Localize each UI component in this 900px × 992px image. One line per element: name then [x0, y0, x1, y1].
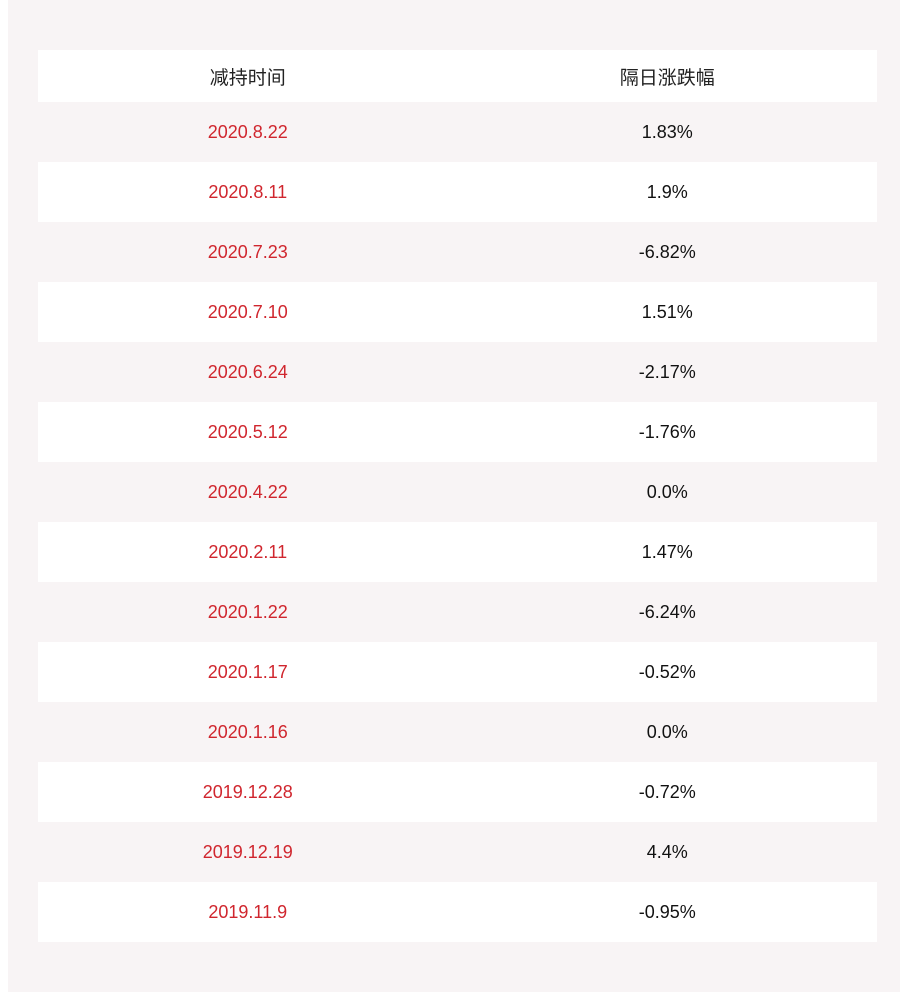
date-cell: 2020.8.11	[208, 181, 288, 202]
change-cell: 0.0%	[646, 481, 688, 502]
change-cell: -0.95%	[638, 901, 696, 922]
table-row: 2019.12.19 4.4%	[38, 822, 877, 882]
header-next-day-change: 隔日涨跌幅	[619, 66, 715, 89]
date-cell: 2019.11.9	[208, 901, 288, 922]
change-cell: 1.47%	[641, 541, 693, 562]
date-cell: 2019.12.28	[202, 781, 293, 802]
table-row: 2020.1.16 0.0%	[38, 702, 877, 762]
table-row: 2020.8.22 1.83%	[38, 102, 877, 162]
content-panel: 减持时间 隔日涨跌幅 2020.8.22 1.83% 2020.8.11 1.9…	[8, 0, 900, 992]
table-row: 2020.6.24 -2.17%	[38, 342, 877, 402]
change-cell: 1.51%	[641, 301, 693, 322]
table-row: 2020.7.10 1.51%	[38, 282, 877, 342]
table-row: 2020.1.22 -6.24%	[38, 582, 877, 642]
reduction-table: 减持时间 隔日涨跌幅 2020.8.22 1.83% 2020.8.11 1.9…	[38, 50, 877, 942]
date-cell: 2020.2.11	[208, 541, 288, 562]
date-cell: 2020.1.22	[207, 601, 288, 622]
table-row: 2020.5.12 -1.76%	[38, 402, 877, 462]
change-cell: 1.83%	[641, 121, 693, 142]
header-reduction-time: 减持时间	[209, 66, 286, 89]
date-cell: 2020.1.16	[207, 721, 288, 742]
table-row: 2019.12.28 -0.72%	[38, 762, 877, 822]
date-cell: 2020.7.10	[207, 301, 288, 322]
date-cell: 2020.7.23	[207, 241, 288, 262]
date-cell: 2020.8.22	[207, 121, 288, 142]
table-header-row: 减持时间 隔日涨跌幅	[38, 50, 877, 102]
change-cell: -2.17%	[638, 361, 696, 382]
table-row: 2020.2.11 1.47%	[38, 522, 877, 582]
change-cell: 4.4%	[646, 841, 688, 862]
date-cell: 2019.12.19	[202, 841, 293, 862]
date-cell: 2020.4.22	[207, 481, 288, 502]
date-cell: 2020.6.24	[207, 361, 288, 382]
change-cell: -1.76%	[638, 421, 696, 442]
change-cell: 0.0%	[646, 721, 688, 742]
table-row: 2020.8.11 1.9%	[38, 162, 877, 222]
table-row: 2020.4.22 0.0%	[38, 462, 877, 522]
date-cell: 2020.5.12	[207, 421, 288, 442]
change-cell: -6.82%	[638, 241, 696, 262]
date-cell: 2020.1.17	[207, 661, 288, 682]
table-row: 2020.7.23 -6.82%	[38, 222, 877, 282]
table-row: 2019.11.9 -0.95%	[38, 882, 877, 942]
change-cell: -0.52%	[638, 661, 696, 682]
change-cell: 1.9%	[646, 181, 688, 202]
change-cell: -6.24%	[638, 601, 696, 622]
change-cell: -0.72%	[638, 781, 696, 802]
table-row: 2020.1.17 -0.52%	[38, 642, 877, 702]
